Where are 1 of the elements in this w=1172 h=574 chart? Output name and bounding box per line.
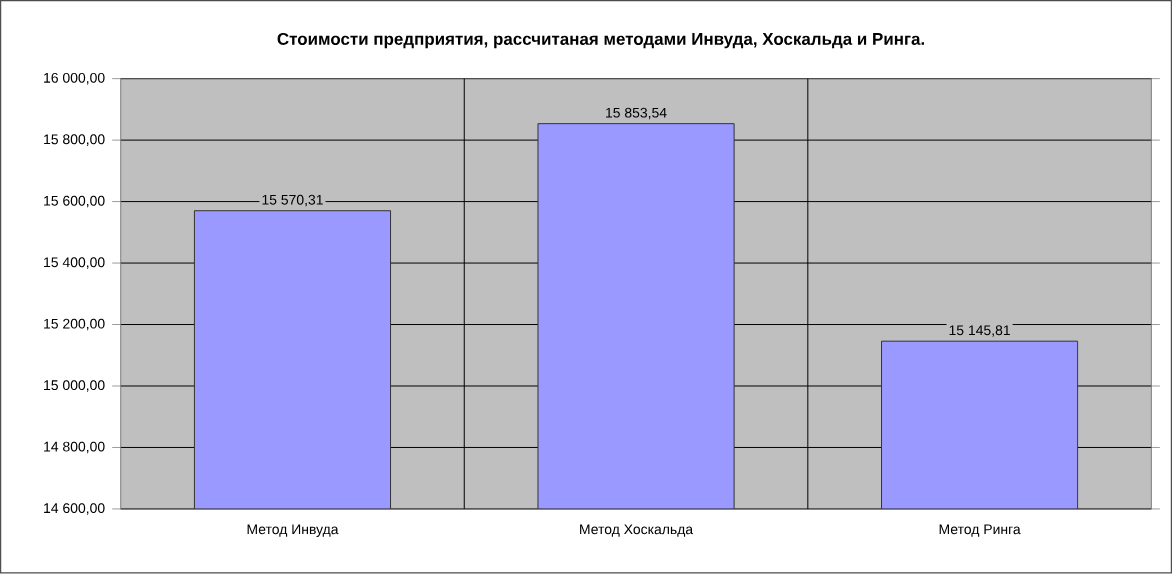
chart-title: Стоимости предприятия, рассчитаная методами Инвуда, Хоскальда и Ринга. <box>277 33 924 49</box>
